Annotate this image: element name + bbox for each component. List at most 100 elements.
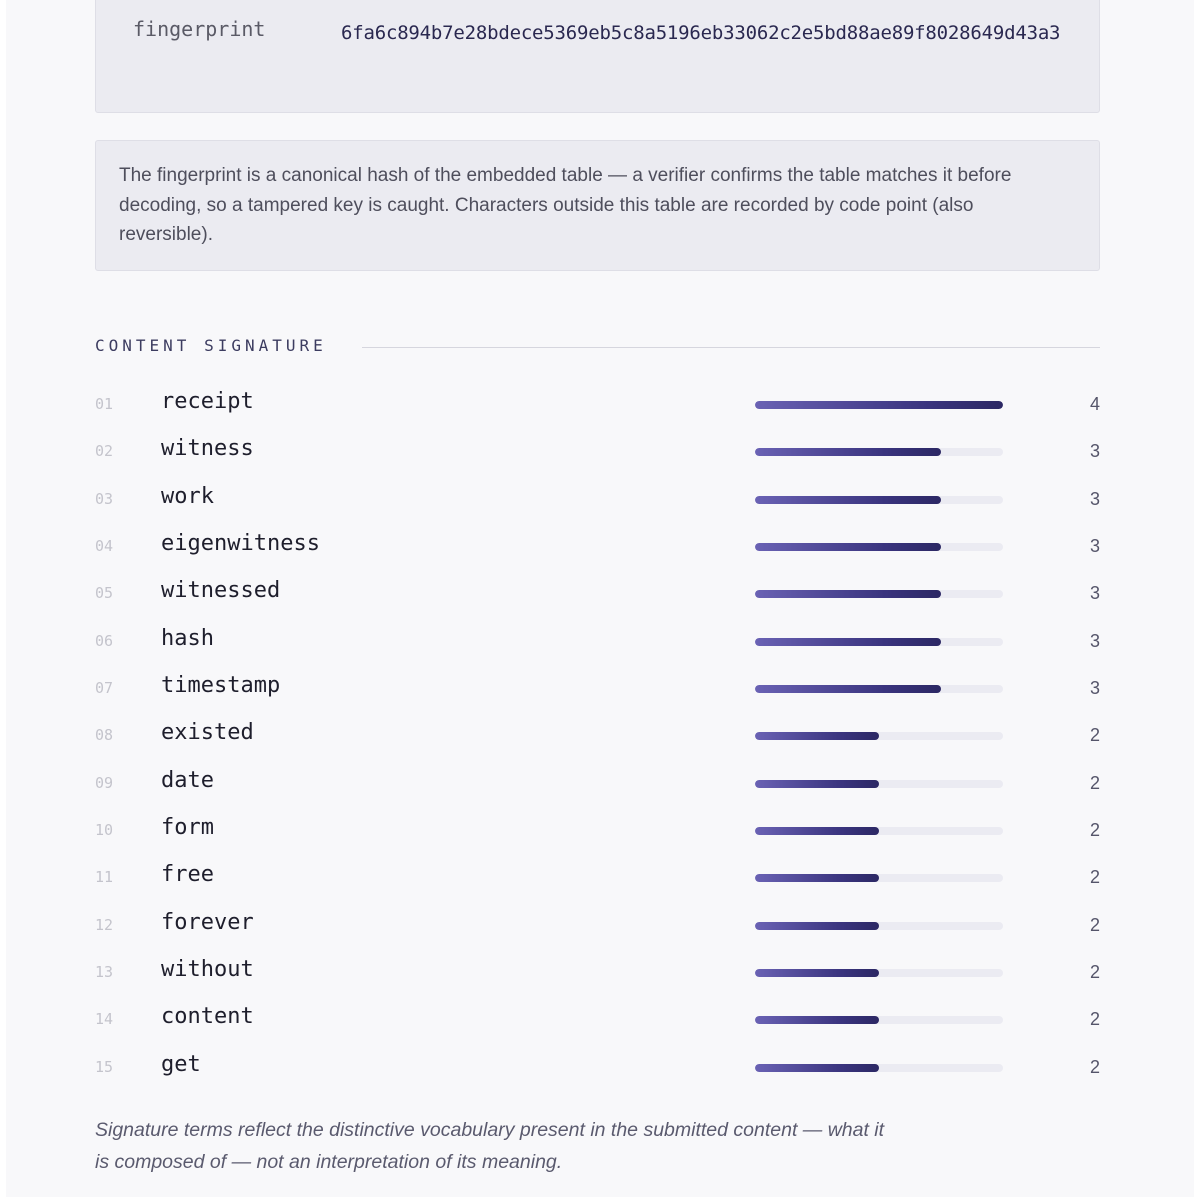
term-count: 3 bbox=[1089, 630, 1100, 651]
signature-term-row: 11 free 2 bbox=[95, 854, 1100, 901]
term-frequency-bar-track bbox=[755, 732, 1003, 741]
term-frequency-bar bbox=[755, 448, 941, 457]
term-label: witness bbox=[161, 436, 254, 462]
section-title: CONTENT SIGNATURE bbox=[95, 336, 327, 355]
term-frequency-bar bbox=[755, 827, 879, 836]
signature-footnote: Signature terms reflect the distinctive … bbox=[95, 1119, 885, 1173]
signature-term-list: 01 receipt 4 02 witness 3 03 work 3 04 eigenwitnes… bbox=[95, 381, 1100, 1091]
term-label: forever bbox=[161, 909, 254, 935]
signature-term-row: 15 get 2 bbox=[95, 1044, 1100, 1091]
term-label: work bbox=[161, 483, 214, 509]
signature-term-row: 12 forever 2 bbox=[95, 902, 1100, 949]
term-index: 04 bbox=[95, 537, 114, 556]
section-divider bbox=[362, 347, 1100, 348]
fingerprint-note-text: The fingerprint is a canonical hash of t… bbox=[119, 165, 1012, 245]
term-label: hash bbox=[161, 625, 214, 651]
signature-term-row: 10 form 2 bbox=[95, 807, 1100, 854]
term-frequency-bar bbox=[755, 543, 941, 552]
term-index: 14 bbox=[95, 1010, 114, 1029]
term-count: 2 bbox=[1089, 867, 1100, 888]
signature-term-row: 06 hash 3 bbox=[95, 618, 1100, 665]
term-label: form bbox=[161, 815, 214, 841]
term-frequency-bar-track bbox=[755, 874, 1003, 883]
term-frequency-bar bbox=[755, 495, 941, 504]
term-frequency-bar bbox=[755, 590, 941, 599]
term-index: 09 bbox=[95, 773, 114, 792]
fingerprint-box: fingerprint 6fa6c894b7e28bdece5369eb5c8a… bbox=[95, 0, 1100, 113]
page: fingerprint 6fa6c894b7e28bdece5369eb5c8a… bbox=[6, 0, 1194, 1197]
term-index: 10 bbox=[95, 821, 114, 840]
term-frequency-bar bbox=[755, 779, 879, 788]
term-count: 2 bbox=[1089, 1009, 1100, 1030]
term-frequency-bar bbox=[755, 637, 941, 646]
signature-term-row: 01 receipt 4 bbox=[95, 381, 1100, 428]
term-frequency-bar bbox=[755, 969, 879, 978]
term-frequency-bar-track bbox=[755, 685, 1003, 694]
term-index: 08 bbox=[95, 726, 114, 745]
fingerprint-note-box: The fingerprint is a canonical hash of t… bbox=[95, 140, 1100, 271]
term-count: 3 bbox=[1089, 488, 1100, 509]
term-frequency-bar-track bbox=[755, 637, 1003, 646]
term-index: 15 bbox=[95, 1057, 114, 1076]
term-frequency-bar bbox=[755, 874, 879, 883]
term-frequency-bar-track bbox=[755, 779, 1003, 788]
term-frequency-bar-track bbox=[755, 1016, 1003, 1025]
term-frequency-bar-track bbox=[755, 1063, 1003, 1072]
term-count: 2 bbox=[1089, 914, 1100, 935]
term-frequency-bar bbox=[755, 732, 879, 741]
term-label: timestamp bbox=[161, 673, 281, 699]
term-frequency-bar bbox=[755, 921, 879, 930]
term-count: 2 bbox=[1089, 962, 1100, 983]
term-frequency-bar-track bbox=[755, 921, 1003, 930]
term-frequency-bar bbox=[755, 1016, 879, 1025]
term-frequency-bar-track bbox=[755, 969, 1003, 978]
fingerprint-value[interactable]: 6fa6c894b7e28bdece5369eb5c8a5196eb33062c… bbox=[341, 22, 1061, 44]
term-count: 2 bbox=[1089, 725, 1100, 746]
term-frequency-bar-track bbox=[755, 827, 1003, 836]
term-index: 11 bbox=[95, 868, 114, 887]
term-frequency-bar-track bbox=[755, 543, 1003, 552]
signature-term-row: 04 eigenwitness 3 bbox=[95, 523, 1100, 570]
term-index: 12 bbox=[95, 915, 114, 934]
term-index: 02 bbox=[95, 442, 114, 461]
fingerprint-label: fingerprint bbox=[133, 17, 266, 41]
term-label: free bbox=[161, 862, 214, 888]
content-signature-header: CONTENT SIGNATURE bbox=[95, 336, 1100, 358]
term-index: 13 bbox=[95, 963, 114, 982]
term-count: 3 bbox=[1089, 441, 1100, 462]
term-frequency-bar-track bbox=[755, 590, 1003, 599]
term-label: existed bbox=[161, 720, 254, 746]
term-count: 2 bbox=[1089, 772, 1100, 793]
term-label: get bbox=[161, 1051, 201, 1077]
term-label: content bbox=[161, 1004, 254, 1030]
term-label: receipt bbox=[161, 389, 254, 414]
term-index: 01 bbox=[95, 395, 114, 413]
term-count: 3 bbox=[1089, 536, 1100, 557]
term-frequency-bar bbox=[755, 1063, 879, 1072]
term-index: 07 bbox=[95, 679, 114, 698]
term-frequency-bar bbox=[755, 401, 1003, 409]
term-count: 3 bbox=[1089, 583, 1100, 604]
term-label: date bbox=[161, 767, 214, 793]
signature-term-row: 08 existed 2 bbox=[95, 712, 1100, 759]
term-label: witnessed bbox=[161, 578, 281, 604]
term-index: 05 bbox=[95, 584, 114, 603]
term-index: 03 bbox=[95, 489, 114, 508]
signature-term-row: 02 witness 3 bbox=[95, 428, 1100, 475]
term-label: without bbox=[161, 957, 254, 983]
signature-term-row: 14 content 2 bbox=[95, 996, 1100, 1043]
term-frequency-bar bbox=[755, 685, 941, 694]
term-count: 2 bbox=[1089, 820, 1100, 841]
signature-term-row: 05 witnessed 3 bbox=[95, 570, 1100, 617]
signature-term-row: 07 timestamp 3 bbox=[95, 665, 1100, 712]
term-frequency-bar-track bbox=[755, 448, 1003, 457]
term-count: 3 bbox=[1089, 678, 1100, 699]
signature-term-row: 13 without 2 bbox=[95, 949, 1100, 996]
term-count: 2 bbox=[1089, 1056, 1100, 1077]
term-count: 4 bbox=[1089, 394, 1100, 414]
signature-term-row: 03 work 3 bbox=[95, 476, 1100, 523]
term-frequency-bar-track bbox=[755, 495, 1003, 504]
term-index: 06 bbox=[95, 631, 114, 650]
term-frequency-bar-track bbox=[755, 401, 1003, 409]
signature-term-row: 09 date 2 bbox=[95, 760, 1100, 807]
